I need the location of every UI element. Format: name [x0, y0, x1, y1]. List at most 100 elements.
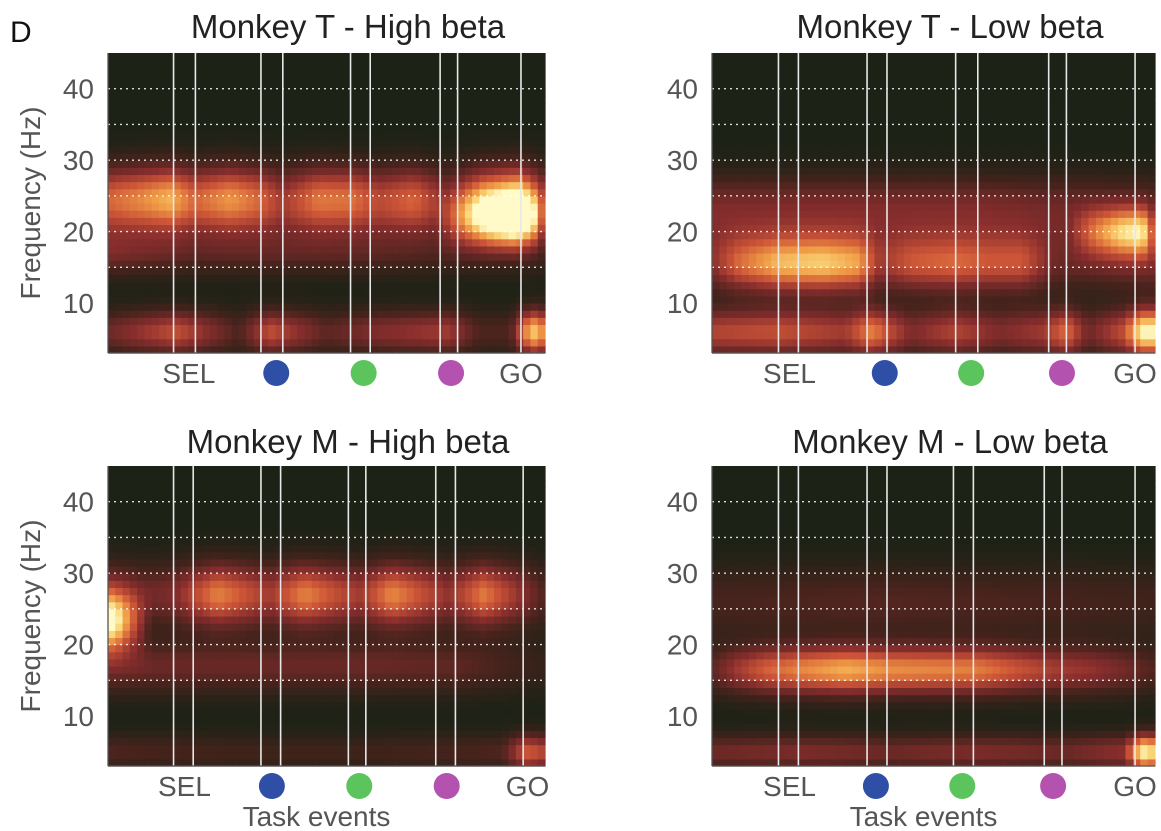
- heatmap-cell: [726, 181, 735, 190]
- heatmap-cell: [985, 138, 994, 147]
- heatmap-cell: [1095, 324, 1104, 333]
- heatmap-cell: [217, 195, 226, 204]
- heatmap-cell: [793, 303, 802, 311]
- heatmap-cell: [355, 95, 364, 104]
- heatmap-cell: [852, 210, 861, 218]
- heatmap-cell: [450, 231, 459, 240]
- heatmap-cell: [122, 338, 131, 347]
- heatmap-cell: [209, 267, 218, 276]
- heatmap-cell: [275, 310, 284, 318]
- heatmap-cell: [1125, 167, 1134, 176]
- heatmap-cell: [523, 267, 532, 276]
- heatmap-cell: [297, 260, 306, 268]
- heatmap-cell: [1059, 53, 1067, 61]
- heatmap-cell: [377, 181, 386, 190]
- heatmap-cell: [348, 274, 357, 283]
- heatmap-cell: [1110, 238, 1119, 247]
- heatmap-cell: [239, 88, 247, 97]
- heatmap-cell: [896, 110, 905, 118]
- heatmap-cell: [443, 110, 451, 118]
- heatmap-cell: [1022, 338, 1031, 347]
- heatmap-cell: [999, 231, 1008, 240]
- heatmap-cell: [450, 195, 459, 204]
- heatmap-cell: [311, 317, 320, 326]
- heatmap-cell: [800, 281, 809, 290]
- heatmap-cell: [311, 167, 320, 176]
- heatmap-cell: [719, 131, 728, 140]
- heatmap-cell: [253, 203, 262, 211]
- heatmap-cell: [1088, 295, 1097, 304]
- heatmap-cell: [1066, 195, 1075, 204]
- heatmap-cell: [515, 245, 524, 254]
- heatmap-cell: [326, 217, 335, 226]
- heatmap-cell: [1066, 167, 1075, 176]
- heatmap-cell: [1022, 74, 1031, 83]
- heatmap-cell: [268, 345, 277, 354]
- heatmap-cell: [202, 288, 211, 297]
- heatmap-cell: [304, 274, 313, 283]
- heatmap-cell: [537, 324, 546, 333]
- heatmap-cell: [319, 181, 328, 190]
- heatmap-cell: [260, 274, 269, 283]
- heatmap-cell: [1051, 295, 1060, 304]
- heatmap-cell: [290, 281, 298, 290]
- heatmap-cell: [195, 224, 204, 233]
- heatmap-cell: [166, 110, 175, 118]
- heatmap-cell: [311, 131, 320, 140]
- heatmap-cell: [719, 274, 728, 283]
- heatmap-cell: [384, 238, 393, 247]
- heatmap-cell: [443, 303, 451, 311]
- heatmap-cell: [771, 224, 780, 233]
- heatmap-cell: [115, 260, 124, 268]
- heatmap-cell: [166, 131, 175, 140]
- heatmap-cell: [1036, 338, 1045, 347]
- heatmap-cell: [1110, 181, 1119, 190]
- heatmap-cell: [948, 81, 957, 90]
- heatmap-cell: [209, 345, 218, 354]
- heatmap-cell: [844, 310, 853, 318]
- heatmap-cell: [1132, 167, 1141, 176]
- heatmap-cell: [918, 103, 927, 111]
- heatmap-cell: [712, 267, 720, 276]
- heatmap-cell: [1103, 310, 1112, 318]
- heatmap-cell: [362, 238, 371, 247]
- heatmap-cell: [926, 274, 935, 283]
- heatmap-cell: [428, 281, 437, 290]
- heatmap-cell: [275, 195, 284, 204]
- heatmap-cell: [926, 324, 935, 333]
- heatmap-cell: [881, 281, 890, 290]
- heatmap-cell: [807, 295, 816, 304]
- heatmap-cell: [464, 124, 473, 133]
- heatmap-cell: [355, 131, 364, 140]
- heatmap-cell: [144, 95, 153, 104]
- heatmap-cell: [464, 181, 473, 190]
- heatmap-cell: [889, 174, 898, 183]
- heatmap-cell: [1132, 53, 1141, 61]
- heatmap-cell: [260, 145, 269, 154]
- heatmap-cell: [406, 88, 415, 97]
- heatmap-cell: [311, 53, 320, 61]
- heatmap-cell: [992, 167, 1001, 176]
- heatmap-cell: [326, 253, 335, 261]
- heatmap-cell: [822, 131, 831, 140]
- heatmap-cell: [450, 267, 459, 276]
- heatmap-cell: [1014, 295, 1023, 304]
- heatmap-cell: [1088, 324, 1097, 333]
- heatmap-cell: [1036, 53, 1045, 61]
- heatmap-cell: [173, 210, 182, 218]
- heatmap-cell: [1110, 317, 1119, 326]
- heatmap-cell: [911, 131, 920, 140]
- heatmap-cell: [508, 117, 517, 126]
- heatmap-cell: [800, 95, 809, 104]
- heatmap-cell: [903, 303, 912, 311]
- heatmap-cell: [515, 274, 524, 283]
- heatmap-cell: [115, 245, 124, 254]
- heatmap-cell: [370, 124, 379, 133]
- heatmap-cell: [457, 53, 466, 61]
- heatmap-cell: [859, 303, 868, 311]
- heatmap-cell: [494, 160, 502, 168]
- heatmap-cell: [479, 288, 488, 297]
- heatmap-cell: [859, 245, 868, 254]
- heatmap-cell: [384, 345, 393, 354]
- heatmap-cell: [999, 245, 1008, 254]
